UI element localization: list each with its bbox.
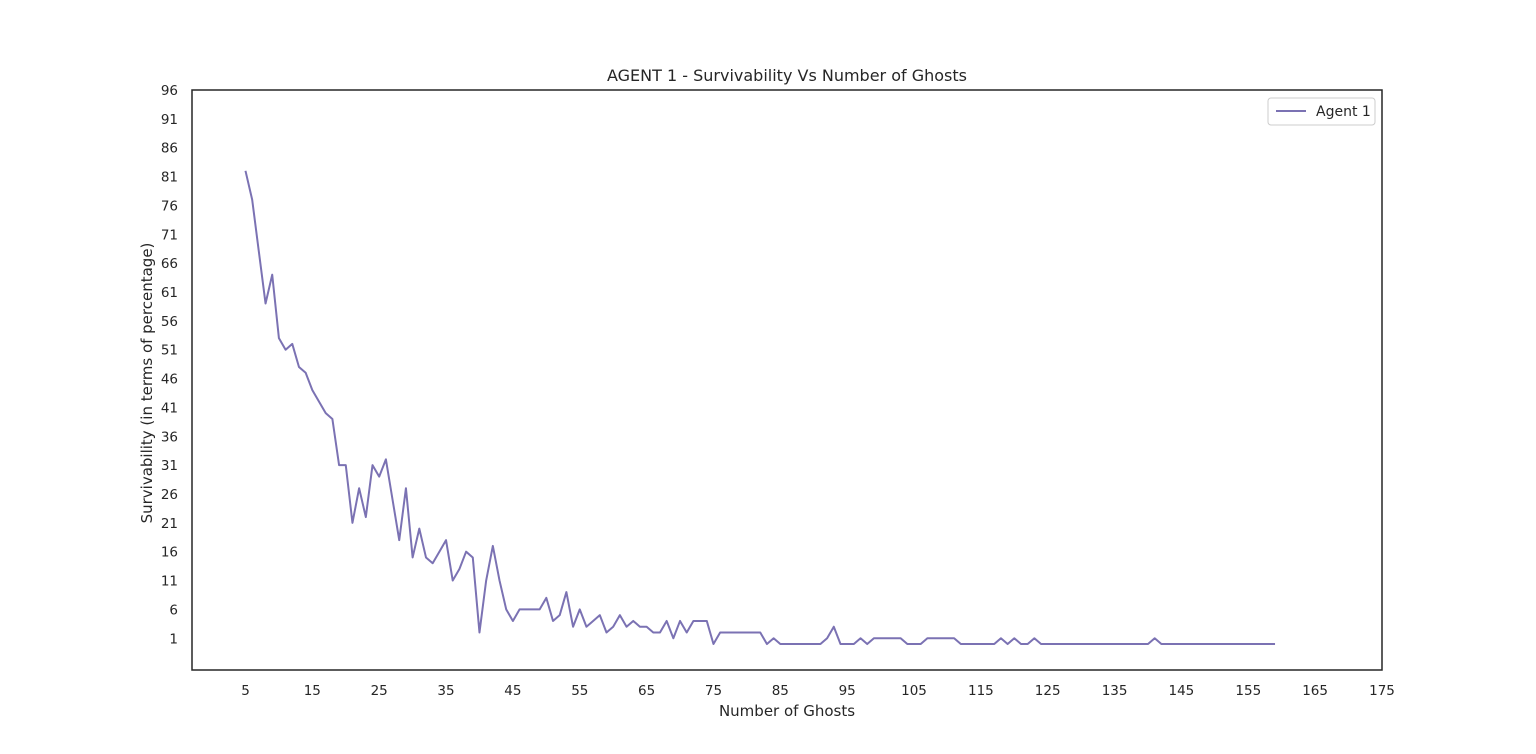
y-tick-label: 86 — [161, 141, 178, 157]
x-tick-label: 115 — [968, 683, 994, 699]
y-tick-label: 71 — [161, 227, 178, 243]
y-tick-label: 96 — [161, 83, 178, 99]
x-tick-label: 175 — [1369, 683, 1395, 699]
y-tick-label: 21 — [161, 516, 178, 532]
x-tick-label: 125 — [1035, 683, 1061, 699]
legend-box — [1267, 97, 1376, 126]
series-layer — [244, 170, 1276, 646]
y-tick-label: 51 — [161, 343, 178, 359]
y-axis-label: Survivability (in terms of percentage) — [138, 243, 156, 524]
x-axis-label: Number of Ghosts — [719, 702, 855, 720]
x-tick-label: 165 — [1302, 683, 1328, 699]
y-tick-label: 6 — [169, 602, 178, 618]
x-tick-label: 45 — [504, 683, 521, 699]
plot-frame — [191, 89, 1383, 671]
y-tick-label: 66 — [161, 256, 178, 272]
y-tick-label: 56 — [161, 314, 178, 330]
x-tick-label: 155 — [1235, 683, 1261, 699]
y-tick-label: 1 — [169, 631, 178, 647]
y-tick-label: 36 — [161, 429, 178, 445]
chart-title: AGENT 1 - Survivability Vs Number of Gho… — [607, 66, 967, 85]
x-tick-label: 55 — [571, 683, 588, 699]
x-tick-label: 15 — [304, 683, 321, 699]
x-tick-label: 75 — [705, 683, 722, 699]
x-tick-label: 65 — [638, 683, 655, 699]
x-tick-label: 145 — [1169, 683, 1195, 699]
x-tick-label: 35 — [437, 683, 454, 699]
x-tick-label: 135 — [1102, 683, 1128, 699]
y-tick-label: 61 — [161, 285, 178, 301]
y-tick-label: 91 — [161, 112, 178, 128]
x-tick-label: 25 — [371, 683, 388, 699]
series-line-agent-1 — [244, 170, 1276, 646]
legend: Agent 1 — [1267, 97, 1376, 126]
legend-label-agent-1: Agent 1 — [1316, 104, 1371, 120]
y-tick-label: 11 — [161, 574, 178, 590]
y-tick-label: 26 — [161, 487, 178, 503]
axis-ticks: 5 15 25 35 45 55 65 75 85 95 105 115 125 135 145 155 165… — [161, 83, 1395, 699]
x-tick-label: 5 — [241, 683, 250, 699]
x-tick-label: 85 — [772, 683, 789, 699]
y-tick-label: 76 — [161, 198, 178, 214]
y-tick-label: 81 — [161, 170, 178, 186]
y-tick-label: 46 — [161, 372, 178, 388]
y-tick-label: 31 — [161, 458, 178, 474]
y-tick-label: 16 — [161, 545, 178, 561]
x-tick-label: 105 — [901, 683, 927, 699]
x-tick-label: 95 — [839, 683, 856, 699]
y-tick-label: 41 — [161, 400, 178, 416]
